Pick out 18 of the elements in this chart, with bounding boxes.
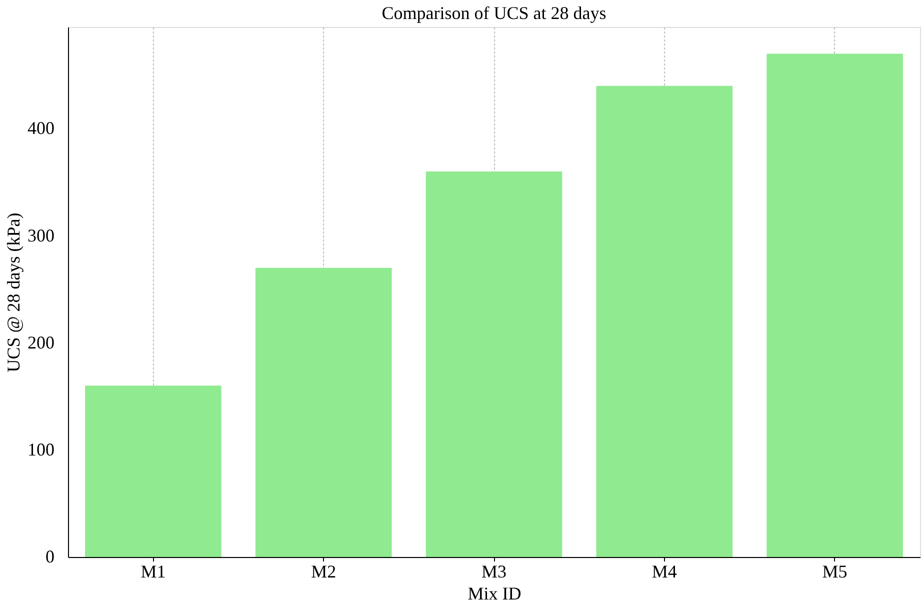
x-tick-label: M4 <box>652 562 677 582</box>
x-tick-label: M5 <box>822 562 848 582</box>
bar <box>255 268 392 557</box>
y-tick-label: 400 <box>28 118 54 138</box>
y-tick-label: 100 <box>28 439 54 460</box>
y-tick-label: 0 <box>46 546 54 566</box>
x-tick-label: M3 <box>481 562 507 582</box>
y-tick-label: 300 <box>28 225 54 246</box>
chart-title: Comparison of UCS at 28 days <box>382 3 606 23</box>
x-tick-label: M2 <box>311 562 336 582</box>
y-tick-label: 200 <box>28 332 54 352</box>
x-axis-title: Mix ID <box>468 584 522 604</box>
bar <box>596 86 733 557</box>
bar <box>426 172 562 557</box>
x-tick-label: M1 <box>140 562 166 582</box>
bar <box>766 54 903 557</box>
y-axis-title: UCS @ 28 days (kPa) <box>4 212 24 372</box>
bar <box>85 386 222 557</box>
